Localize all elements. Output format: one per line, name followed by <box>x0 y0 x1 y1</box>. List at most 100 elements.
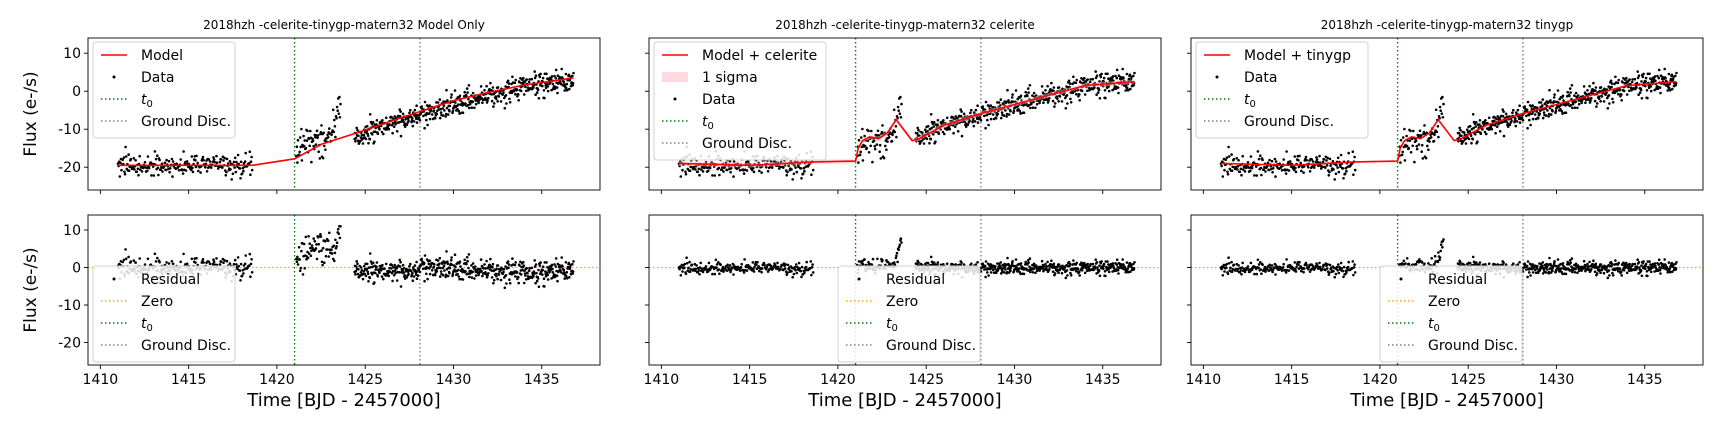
data-point <box>511 75 514 79</box>
axes-frame <box>1190 37 1704 191</box>
data-point <box>1668 82 1672 86</box>
data-point <box>1057 271 1060 275</box>
data-point <box>1096 266 1099 269</box>
data-point <box>239 177 242 180</box>
data-point <box>490 93 494 96</box>
data-point <box>1264 170 1267 173</box>
data-point <box>297 246 301 249</box>
data-point <box>1649 85 1653 88</box>
x-tick-label: 1415 <box>732 372 768 388</box>
data-point <box>495 267 499 271</box>
data-point <box>416 274 420 277</box>
data-point <box>1566 90 1569 94</box>
data-point <box>446 262 450 266</box>
data-point <box>948 127 952 131</box>
data-point <box>1541 98 1545 101</box>
data-point <box>571 262 574 266</box>
data-point <box>1029 102 1033 106</box>
data-point <box>225 259 229 263</box>
data-point <box>1409 129 1412 133</box>
data-point <box>1019 262 1023 265</box>
data-point <box>392 266 396 269</box>
data-point <box>1256 150 1260 153</box>
data-point <box>1334 172 1338 176</box>
data-point <box>945 262 949 266</box>
data-point <box>989 117 993 121</box>
data-point <box>1268 263 1271 267</box>
data-point <box>1343 172 1347 175</box>
data-point <box>1246 164 1249 167</box>
data-point <box>371 265 375 269</box>
data-point <box>1246 265 1250 268</box>
data-point <box>930 126 933 130</box>
data-point <box>1302 165 1306 168</box>
data-point <box>1035 269 1039 273</box>
data-point <box>1293 155 1297 158</box>
data-point <box>359 139 362 143</box>
data-point <box>1529 123 1532 127</box>
data-point <box>1644 84 1647 88</box>
data-point <box>454 101 457 104</box>
data-point <box>935 130 938 133</box>
data-point <box>444 261 447 264</box>
data-point <box>1441 246 1444 249</box>
data-point <box>241 166 245 170</box>
data-point <box>436 101 440 104</box>
data-point <box>1038 101 1041 105</box>
data-point <box>1005 270 1009 274</box>
data-point <box>146 169 149 173</box>
subplot-top-2: 2018hzh -celerite-tinygp-matern32 celeri… <box>645 18 1162 194</box>
data-point <box>484 267 488 270</box>
data-point <box>208 160 212 163</box>
data-point <box>1620 99 1623 102</box>
data-point <box>1569 103 1573 107</box>
data-point <box>1284 271 1288 274</box>
data-point <box>457 109 461 113</box>
data-point <box>932 121 936 124</box>
data-point <box>1531 104 1534 107</box>
data-point <box>1031 106 1035 109</box>
data-point <box>789 160 793 163</box>
data-point <box>362 269 366 273</box>
data-point <box>1112 79 1115 82</box>
data-point <box>1505 120 1508 123</box>
data-point <box>1571 106 1574 110</box>
data-point <box>387 127 391 131</box>
data-point <box>1574 91 1578 95</box>
data-point <box>857 138 861 142</box>
data-point <box>438 275 442 278</box>
data-point <box>545 72 548 76</box>
data-point <box>1342 177 1345 180</box>
data-point <box>1043 265 1046 268</box>
data-point <box>976 261 979 264</box>
data-point <box>369 260 373 263</box>
data-point <box>1091 262 1095 266</box>
data-point <box>959 114 963 118</box>
data-point <box>1625 93 1629 96</box>
data-point <box>505 102 508 105</box>
data-point <box>896 116 899 120</box>
data-point <box>698 173 701 177</box>
data-point <box>1595 272 1599 275</box>
data-point <box>1035 102 1039 106</box>
data-point <box>795 170 799 174</box>
data-point <box>715 263 719 266</box>
data-point <box>1121 67 1124 71</box>
data-point <box>801 172 805 175</box>
data-point <box>524 85 527 89</box>
data-point <box>1666 89 1669 92</box>
data-point <box>1423 262 1426 266</box>
data-point <box>560 67 563 71</box>
data-point <box>365 124 369 128</box>
data-point <box>1086 262 1089 266</box>
data-point <box>1281 266 1285 269</box>
data-point <box>1549 101 1553 104</box>
data-point <box>742 271 746 274</box>
data-point <box>707 270 710 273</box>
data-point <box>212 156 215 159</box>
data-point <box>1043 93 1046 96</box>
data-point <box>542 89 546 92</box>
data-point <box>313 239 317 243</box>
data-point <box>762 261 766 265</box>
data-point <box>1044 262 1047 266</box>
